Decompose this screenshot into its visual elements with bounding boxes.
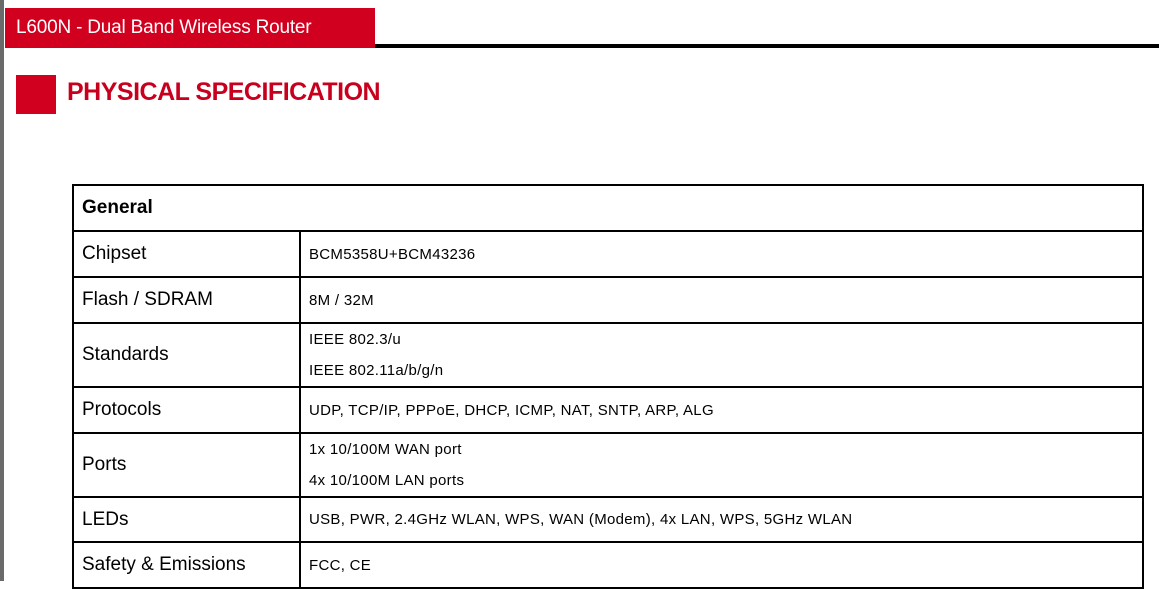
header-rule: [375, 44, 1159, 48]
table-row: Chipset BCM5358U+BCM43236: [72, 230, 1144, 278]
row-value: 1x 10/100M WAN port 4x 10/100M LAN ports: [299, 432, 1144, 498]
table-group-row: General: [72, 184, 1144, 232]
row-value: 8M / 32M: [299, 276, 1144, 324]
row-label: Protocols: [72, 386, 301, 434]
value-line: IEEE 802.3/u: [309, 331, 401, 348]
row-label: LEDs: [72, 496, 301, 543]
section-title: PHYSICAL SPECIFICATION: [67, 78, 381, 106]
table-row: Standards IEEE 802.3/u IEEE 802.11a/b/g/…: [72, 322, 1144, 388]
value-line: 4x 10/100M LAN ports: [309, 472, 465, 489]
table-row: Ports 1x 10/100M WAN port 4x 10/100M LAN…: [72, 432, 1144, 498]
section-marker: [16, 75, 56, 114]
value-line: IEEE 802.11a/b/g/n: [309, 362, 444, 379]
table-row: Protocols UDP, TCP/IP, PPPoE, DHCP, ICMP…: [72, 386, 1144, 434]
row-value: FCC, CE: [299, 541, 1144, 589]
value-line: 1x 10/100M WAN port: [309, 441, 462, 458]
table-row: LEDs USB, PWR, 2.4GHz WLAN, WPS, WAN (Mo…: [72, 496, 1144, 543]
row-label: Chipset: [72, 230, 301, 278]
page-edge: [0, 0, 4, 581]
row-label: Safety & Emissions: [72, 541, 301, 589]
row-value: USB, PWR, 2.4GHz WLAN, WPS, WAN (Modem),…: [299, 496, 1144, 543]
row-label: Ports: [72, 432, 301, 498]
row-label: Standards: [72, 322, 301, 388]
document-header: L600N - Dual Band Wireless Router: [5, 8, 375, 48]
table-row: Safety & Emissions FCC, CE: [72, 541, 1144, 589]
table-row: Flash / SDRAM 8M / 32M: [72, 276, 1144, 324]
row-value: BCM5358U+BCM43236: [299, 230, 1144, 278]
row-value: UDP, TCP/IP, PPPoE, DHCP, ICMP, NAT, SNT…: [299, 386, 1144, 434]
row-label: Flash / SDRAM: [72, 276, 301, 324]
row-value: IEEE 802.3/u IEEE 802.11a/b/g/n: [299, 322, 1144, 388]
group-label: General: [72, 184, 1144, 232]
spec-table: General Chipset BCM5358U+BCM43236 Flash …: [72, 184, 1144, 589]
